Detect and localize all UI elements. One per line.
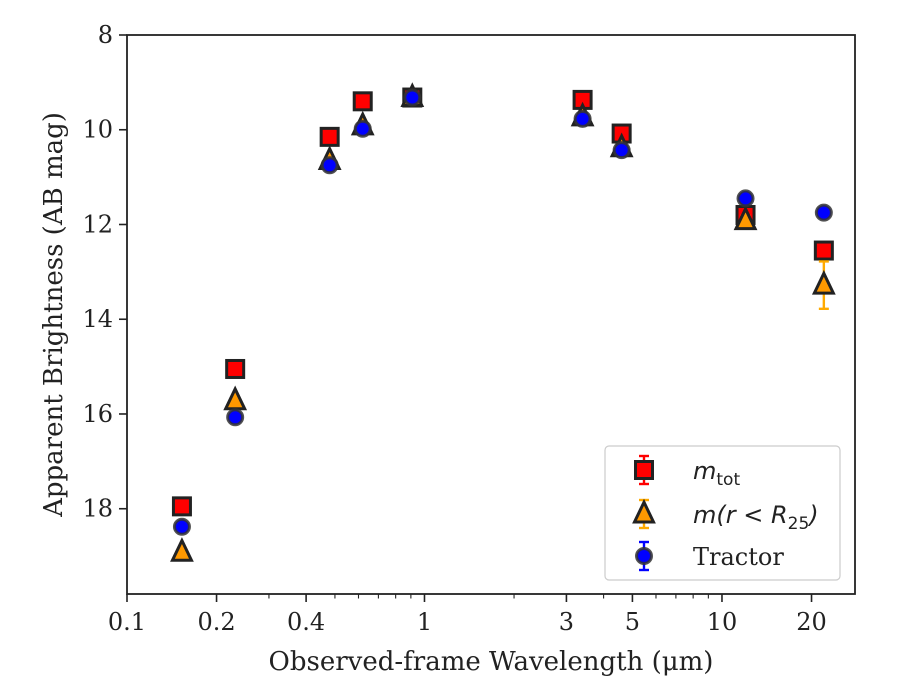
data-point bbox=[814, 203, 833, 222]
x-tick-label: 0.1 bbox=[108, 608, 146, 636]
data-point bbox=[736, 189, 755, 208]
data-point bbox=[403, 88, 422, 107]
data-point bbox=[320, 156, 339, 175]
legend-marker bbox=[632, 498, 656, 524]
data-point bbox=[353, 119, 372, 138]
y-tick-label: 8 bbox=[98, 21, 113, 49]
data-point bbox=[226, 408, 245, 427]
data-point bbox=[172, 517, 191, 536]
x-tick-label: 0.2 bbox=[197, 608, 235, 636]
legend-box bbox=[604, 445, 841, 581]
x-tick-label: 3 bbox=[559, 608, 574, 636]
x-tick-label: 10 bbox=[707, 608, 738, 636]
legend: mtot m(r < R25) Tractor bbox=[604, 445, 841, 581]
y-tick-label: 16 bbox=[82, 400, 113, 428]
x-axis-title: Observed-frame Wavelength (μm) bbox=[269, 647, 714, 677]
y-tick-label: 14 bbox=[82, 305, 113, 333]
data-point bbox=[170, 537, 194, 562]
legend-label: m(r < R25) bbox=[693, 501, 819, 534]
data-point bbox=[573, 109, 592, 128]
x-tick-label: 0.4 bbox=[287, 608, 325, 636]
legend-label: Tractor bbox=[693, 543, 784, 571]
data-point bbox=[225, 358, 246, 379]
x-tick-label: 1 bbox=[417, 608, 432, 636]
y-axis-title: Apparent Brightness (AB mag) bbox=[39, 112, 69, 518]
x-tick-label: 20 bbox=[796, 608, 827, 636]
legend-marker bbox=[634, 460, 654, 480]
data-point bbox=[813, 240, 834, 261]
y-tick-label: 12 bbox=[82, 210, 113, 238]
data-point bbox=[319, 126, 340, 147]
y-tick-label: 18 bbox=[82, 495, 113, 523]
plot-frame bbox=[126, 34, 856, 595]
data-point bbox=[171, 496, 192, 517]
data-point bbox=[811, 269, 836, 295]
series-tractor bbox=[172, 88, 833, 536]
legend-label: mtot bbox=[693, 457, 740, 490]
data-point bbox=[223, 385, 248, 411]
data-point bbox=[733, 205, 758, 231]
legend-marker bbox=[635, 547, 653, 565]
data-point bbox=[352, 91, 373, 112]
x-tick-label: 5 bbox=[625, 608, 640, 636]
y-tick-label: 10 bbox=[82, 116, 113, 144]
data-point bbox=[612, 141, 631, 160]
